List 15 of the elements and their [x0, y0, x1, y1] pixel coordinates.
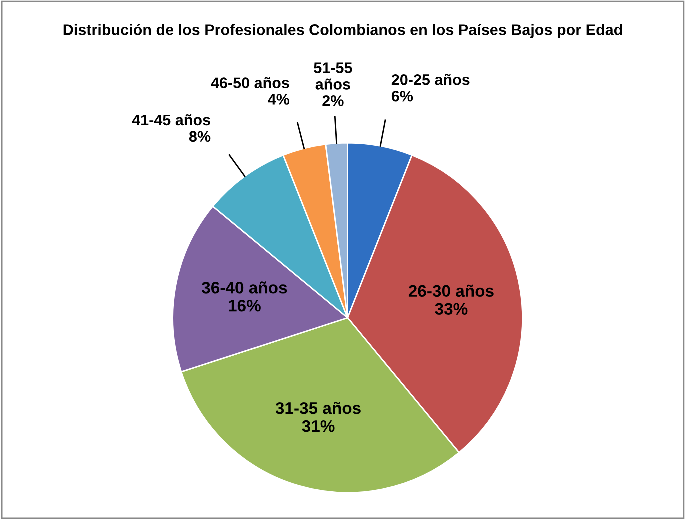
- slice-label: 31-35 años: [276, 402, 361, 414]
- chart-title: Distribución de los Profesionales Colombianos en los Países Bajos por Edad: [64, 24, 622, 38]
- slice-label: 51-55 años: [314, 62, 352, 90]
- data-label: 4%: [268, 94, 290, 105]
- data-label: 16%: [229, 300, 261, 312]
- slice-label: 46-50 años: [211, 77, 290, 89]
- slice-label: 26-30 años: [408, 284, 494, 298]
- slice-label: 36-40 años: [202, 282, 288, 294]
- data-label: 8%: [189, 131, 211, 142]
- data-label: 2%: [322, 96, 344, 106]
- slice-label: 41-45 años: [132, 114, 210, 126]
- data-label: 31%: [302, 420, 335, 432]
- data-label: 33%: [435, 303, 468, 316]
- data-label: 6%: [392, 90, 414, 102]
- slice-label: 20-25 años: [392, 74, 470, 86]
